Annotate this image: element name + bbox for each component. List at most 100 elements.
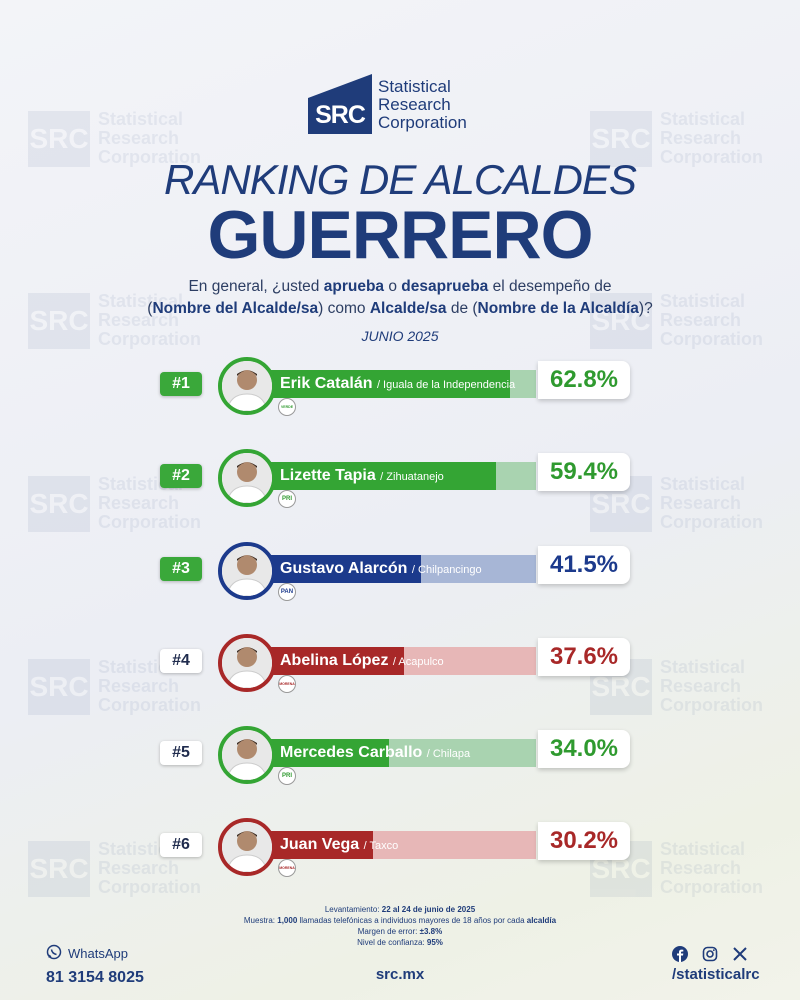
logo-text: Statistical Research Corporation xyxy=(378,78,467,134)
page-title: RANKING DE ALCALDES xyxy=(164,156,637,203)
watermark: SRC Statistical Research Corporation xyxy=(590,109,763,167)
ranking-row: #4 Abelina López / Acapulco MORENA 37.6% xyxy=(0,629,800,699)
question-text: ( xyxy=(147,300,153,317)
ranking-row: #3 Gustavo Alarcón / Chilpancingo PAN 41.5% xyxy=(0,537,800,607)
note-label: Margen de error: xyxy=(357,927,418,936)
watermark: SRC Statistical Research Corporation xyxy=(590,291,763,349)
mayor-name: Gustavo Alarcón / Chilpancingo xyxy=(280,560,482,578)
social-icons xyxy=(672,946,748,962)
note-value: ±3.8% xyxy=(419,927,443,936)
mayor-avatar xyxy=(218,542,276,600)
page-subtitle: GUERRERO xyxy=(207,197,594,273)
mayor-avatar xyxy=(218,818,276,876)
facebook-icon[interactable] xyxy=(672,946,688,962)
mayor-avatar xyxy=(218,357,276,415)
social-handle[interactable]: /statisticalrc xyxy=(672,966,760,983)
question-text: )? xyxy=(638,300,653,317)
municipality-label: / Acapulco xyxy=(392,656,444,668)
note-value: 22 al 24 de junio de 2025 xyxy=(381,905,476,914)
rank-badge: #2 xyxy=(160,464,202,488)
logo-line: Corporation xyxy=(378,113,467,132)
brand-logo: SRC Statistical Research Corporation xyxy=(308,74,467,134)
x-icon[interactable] xyxy=(732,946,748,962)
mayor-name: Mercedes Carballo / Chilapa xyxy=(280,744,470,762)
approval-percentage: 37.6% xyxy=(538,638,630,676)
mayor-name: Juan Vega / Taxco xyxy=(280,836,398,854)
question-text: Alcalde/sa xyxy=(369,300,447,317)
watermark: SRC Statistical Research Corporation xyxy=(28,291,201,349)
question-text: el desempeño de xyxy=(488,278,612,295)
note-value: 95% xyxy=(426,938,443,947)
bar-track xyxy=(246,555,536,583)
logo-line: Statistical xyxy=(378,77,451,96)
question-text: En general, ¿usted xyxy=(188,278,324,295)
party-logo-icon: PRI xyxy=(278,767,296,785)
note-text: llamadas telefónicas a individuos mayore… xyxy=(297,916,527,925)
question-text: aprueba xyxy=(323,278,385,295)
note-label: Muestra: xyxy=(243,916,276,925)
ranking-row: #5 Mercedes Carballo / Chilapa PRI 34.0% xyxy=(0,721,800,791)
note-label: Levantamiento: xyxy=(324,905,380,914)
mayor-name: Abelina López / Acapulco xyxy=(280,652,444,670)
rank-badge: #3 xyxy=(160,557,202,581)
municipality-label: / Chilapa xyxy=(426,748,471,760)
municipality-label: / Chilpancingo xyxy=(411,564,482,576)
survey-question: En general, ¿usted aprueba o desaprueba … xyxy=(0,276,800,320)
person-icon xyxy=(222,361,272,411)
ranking-row: #1 Erik Catalán / Iguala de la Independen… xyxy=(0,352,800,422)
logo-mark: SRC xyxy=(308,74,372,134)
watermark: SRC Statistical Research Corporation xyxy=(28,657,201,715)
website-link[interactable]: src.mx xyxy=(375,966,425,983)
person-icon xyxy=(222,546,272,596)
rank-badge: #6 xyxy=(160,833,202,857)
person-icon xyxy=(222,638,272,688)
mayor-name-text: Erik Catalán xyxy=(280,375,373,392)
approval-percentage: 59.4% xyxy=(538,453,630,491)
question-text: ) como xyxy=(318,300,370,317)
party-logo-icon: VERDE xyxy=(278,398,296,416)
question-text: Nombre de la Alcaldía xyxy=(477,300,639,317)
mayor-avatar xyxy=(218,449,276,507)
note-value: alcaldía xyxy=(526,916,557,925)
ranking-row: #6 Juan Vega / Taxco MORENA 30.2% xyxy=(0,813,800,883)
mayor-name: Lizette Tapia / Zihuatanejo xyxy=(280,467,444,485)
person-icon xyxy=(222,730,272,780)
watermark: SRC Statistical Research Corporation xyxy=(28,109,201,167)
ranking-row: #2 Lizette Tapia / Zihuatanejo PRI 59.4% xyxy=(0,444,800,514)
bar-track xyxy=(246,370,536,398)
mayor-avatar xyxy=(218,726,276,784)
rank-badge: #1 xyxy=(160,372,202,396)
question-text: Nombre del Alcalde/sa xyxy=(152,300,319,317)
note-value: 1,000 xyxy=(277,916,298,925)
mayor-name-text: Juan Vega xyxy=(280,836,360,853)
municipality-label: / Iguala de la Independencia xyxy=(376,379,516,391)
party-logo-icon: PRI xyxy=(278,490,296,508)
logo-mark-text: SRC xyxy=(315,101,366,129)
whatsapp-number[interactable]: 81 3154 8025 xyxy=(46,969,144,986)
survey-date: JUNIO 2025 xyxy=(361,328,439,344)
municipality-label: / Zihuatanejo xyxy=(380,471,444,483)
party-logo-icon: MORENA xyxy=(278,859,296,877)
methodology-note: Levantamiento: 22 al 24 de junio de 2025… xyxy=(0,904,800,948)
mayor-avatar xyxy=(218,634,276,692)
approval-bar xyxy=(246,370,510,398)
approval-percentage: 30.2% xyxy=(538,822,630,860)
mayor-name-text: Mercedes Carballo xyxy=(280,744,423,761)
approval-percentage: 41.5% xyxy=(538,546,630,584)
rank-badge: #4 xyxy=(160,649,202,673)
logo-line: Research xyxy=(378,95,451,114)
approval-percentage: 34.0% xyxy=(538,730,630,768)
party-logo-icon: PAN xyxy=(278,583,296,601)
mayor-name-text: Gustavo Alarcón xyxy=(280,560,408,577)
whatsapp-contact[interactable]: WhatsApp 81 3154 8025 xyxy=(46,944,144,987)
note-label: Nivel de confianza: xyxy=(357,938,425,947)
whatsapp-label: WhatsApp xyxy=(68,946,128,961)
party-logo-icon: MORENA xyxy=(278,675,296,693)
instagram-icon[interactable] xyxy=(702,946,718,962)
question-text: o xyxy=(384,278,402,295)
approval-percentage: 62.8% xyxy=(538,361,630,399)
municipality-label: / Taxco xyxy=(363,840,399,852)
person-icon xyxy=(222,822,272,872)
rank-badge: #5 xyxy=(160,741,202,765)
mayor-name-text: Lizette Tapia xyxy=(280,467,376,484)
